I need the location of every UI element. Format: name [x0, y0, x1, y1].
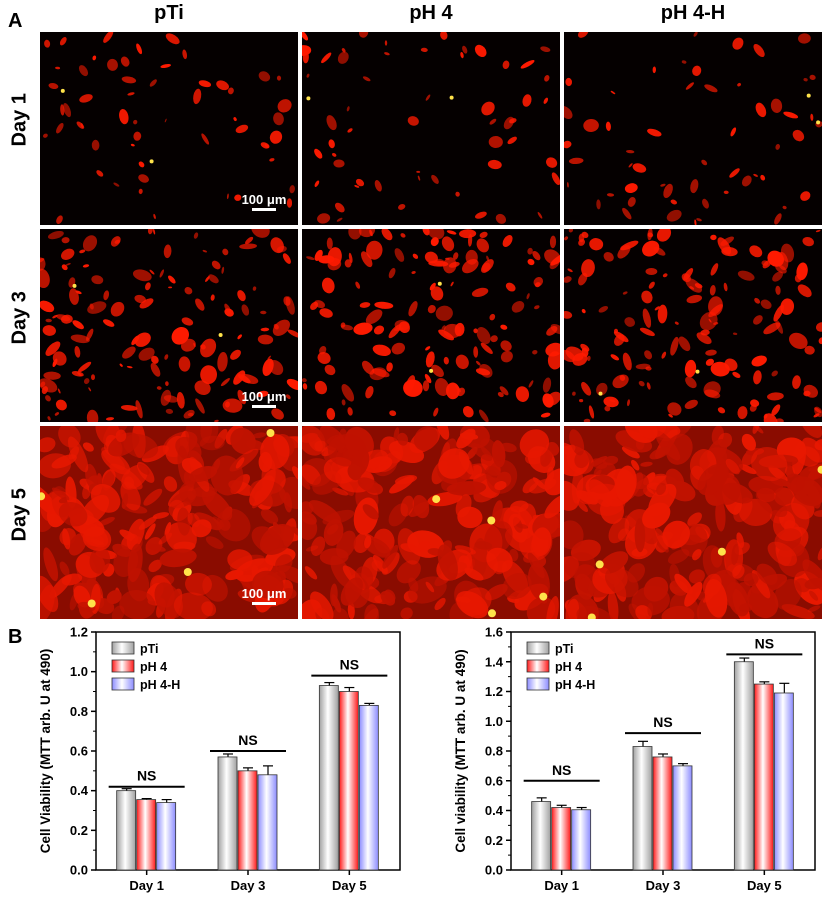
scale-bar-label: 100 μm: [241, 389, 287, 404]
y-tick-label: 1.6: [485, 625, 503, 640]
micrograph-ph4h-day1: [564, 32, 822, 225]
panel-a-letter: A: [8, 10, 23, 32]
significance-label: NS: [755, 635, 774, 651]
scale-bar-label: 100 μm: [241, 192, 287, 207]
bar-ph-4-day-3: [652, 756, 673, 871]
x-tick-label: Day 1: [544, 878, 579, 893]
bar-ph-4-day-1: [551, 807, 572, 871]
legend-swatch-ph-4-h: [526, 677, 550, 691]
bar-pti-day-5: [318, 685, 339, 871]
micrograph-pti-day3: [40, 229, 298, 422]
micrograph-ph4-day1: [302, 32, 560, 225]
y-tick-label: 0.6: [70, 744, 88, 759]
column-title-pti: pTi: [154, 2, 184, 24]
significance-label: NS: [137, 768, 156, 784]
legend-swatch-ph-4: [111, 659, 135, 673]
row-label-day5: Day 5: [8, 488, 31, 542]
bar-ph-4-h-day-5: [358, 704, 379, 871]
scale-bar-day1: 100 μm: [233, 192, 295, 211]
scale-bar-line: [252, 208, 276, 211]
y-tick-label: 0.2: [70, 823, 88, 838]
legend-swatch-ph-4: [526, 659, 550, 673]
y-axis-label: Cell viability (MTT arb. U at 490): [453, 649, 468, 852]
bar-ph-4-h-day-3: [672, 765, 693, 871]
legend-label: pH 4: [140, 660, 167, 674]
micrograph-pti-day1: [40, 32, 298, 225]
bar-pti-day-1: [116, 790, 137, 871]
legend-label: pH 4-H: [555, 678, 595, 692]
legend-label: pH 4: [555, 660, 582, 674]
x-tick-label: Day 3: [231, 878, 266, 893]
bar-ph-4-h-day-1: [156, 802, 177, 871]
chart-right: 0.0 0.2 0.4 0.6 0.8 1.0 1.2 1.4 1.6 Cell viabilit…: [453, 625, 816, 893]
significance-label: NS: [340, 657, 359, 673]
legend-label: pTi: [555, 642, 574, 656]
scale-bar-line: [252, 405, 276, 408]
y-axis-label: Cell Viability (MTT arb. U at 490): [38, 649, 53, 854]
x-tick-label: Day 5: [747, 878, 782, 893]
micrograph-ph4h-day5: [564, 426, 822, 619]
y-tick-label: 1.2: [70, 625, 88, 640]
y-tick-label: 0.8: [70, 704, 88, 719]
row-label-day3: Day 3: [8, 291, 31, 345]
bar-pti-day-1: [531, 801, 552, 871]
bar-ph-4-h-day-3: [257, 774, 278, 871]
chart-left: 0.0 0.2 0.4 0.6 0.8 1.0 1.2 Cell Viability (MTT…: [38, 625, 401, 893]
significance-label: NS: [653, 714, 672, 730]
micrograph-ph4-day3: [302, 229, 560, 422]
y-tick-label: 0.2: [485, 833, 503, 848]
legend-swatch-pti: [526, 641, 550, 655]
bar-ph-4-day-5: [753, 683, 774, 871]
legend-swatch-pti: [111, 641, 135, 655]
micrograph-ph4-day5: [302, 426, 560, 619]
bar-ph-4-h-day-5: [773, 692, 794, 871]
significance-label: NS: [552, 762, 571, 778]
micrograph-ph4h-day3: [564, 229, 822, 422]
panel-b-letter: B: [8, 626, 23, 648]
scale-bar-label: 100 μm: [241, 586, 287, 601]
significance-label: NS: [238, 732, 257, 748]
scale-bar-line: [252, 602, 276, 605]
scale-bar-day5: 100 μm: [233, 586, 295, 605]
y-tick-label: 0.4: [70, 783, 89, 798]
bar-ph-4-h-day-1: [571, 809, 592, 871]
bar-ph-4-day-3: [237, 770, 258, 871]
legend-swatch-ph-4-h: [111, 677, 135, 691]
micrograph-pti-day5: [40, 426, 298, 619]
legend-label: pH 4-H: [140, 678, 180, 692]
y-tick-label: 0.8: [485, 744, 503, 759]
y-tick-label: 1.0: [485, 714, 503, 729]
bar-ph-4-day-5: [338, 691, 359, 871]
scale-bar-day3: 100 μm: [233, 389, 295, 408]
y-tick-label: 0.4: [485, 803, 504, 818]
bar-pti-day-3: [632, 746, 653, 871]
column-title-ph4h: pH 4-H: [660, 2, 726, 24]
y-tick-label: 0.6: [485, 773, 503, 788]
bar-ph-4-day-1: [136, 799, 157, 871]
legend-label: pTi: [140, 642, 159, 656]
y-tick-label: 0.0: [70, 863, 88, 878]
y-tick-label: 1.0: [70, 664, 88, 679]
y-tick-label: 0.0: [485, 863, 503, 878]
row-label-day1: Day 1: [8, 93, 31, 147]
bar-pti-day-3: [217, 756, 238, 871]
y-tick-label: 1.4: [485, 654, 504, 669]
y-tick-label: 1.2: [485, 684, 503, 699]
x-tick-label: Day 1: [129, 878, 164, 893]
bar-pti-day-5: [733, 661, 754, 871]
column-title-ph4: pH 4: [409, 2, 453, 24]
x-tick-label: Day 5: [332, 878, 367, 893]
x-tick-label: Day 3: [646, 878, 681, 893]
